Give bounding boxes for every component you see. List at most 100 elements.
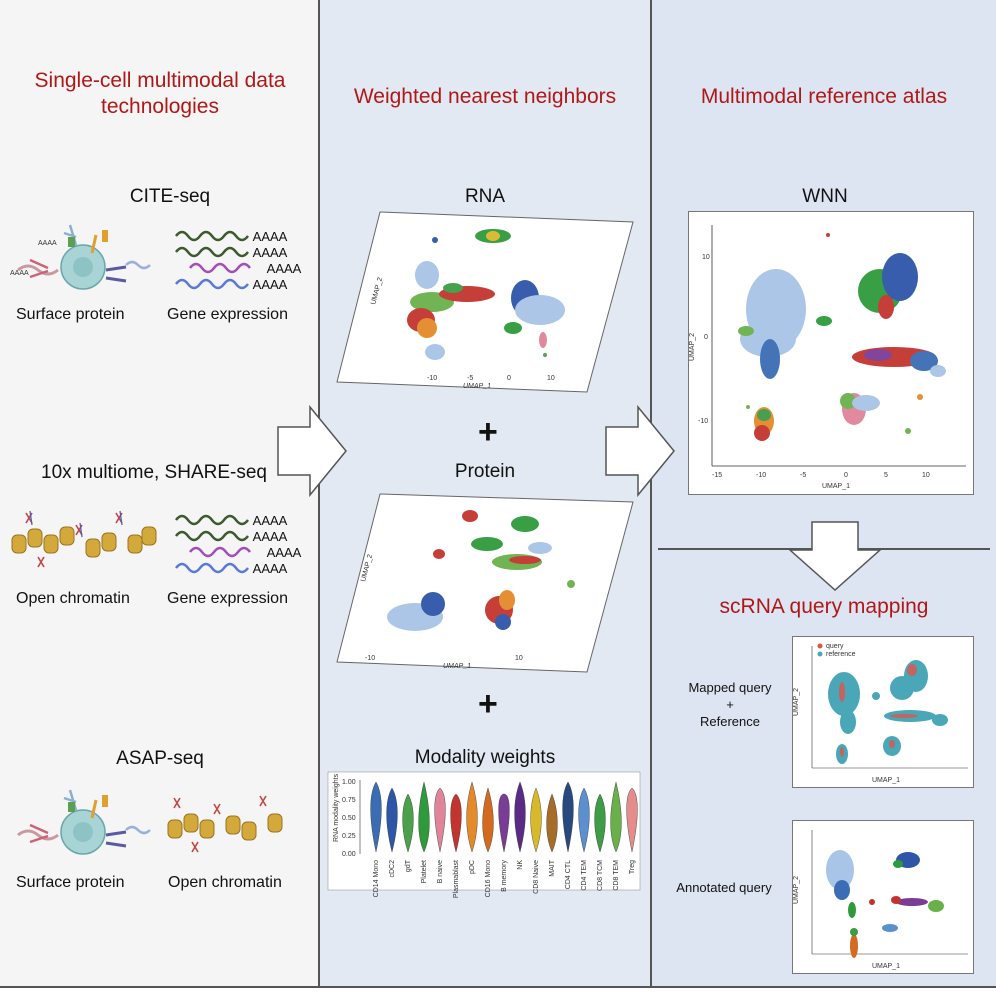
wnn-xtick: -15 (712, 472, 722, 479)
violin-category-label: CD8 Naive (533, 860, 540, 894)
protein-umap-plot: -10 10 UMAP_1 UMAP_2 (336, 493, 634, 673)
open-chromatin-label: Open chromatin (16, 590, 130, 607)
wnn-xtick: 10 (922, 472, 930, 479)
violin-mait (546, 793, 558, 853)
open-chromatin-label: Open chromatin (168, 874, 282, 891)
mrna-transcripts-icon (175, 514, 251, 574)
svg-text:10: 10 (515, 655, 523, 662)
violin-cd8-tcm (594, 793, 606, 853)
wnn-xlabel: UMAP_1 (822, 483, 850, 490)
violin-category-label: CD4 CTL (565, 860, 572, 889)
cell-with-antibodies-icon (17, 789, 151, 855)
svg-text:AAAA: AAAA (10, 270, 29, 277)
arrow-right-icon (277, 404, 347, 498)
mapped-query-panel (792, 636, 974, 788)
atlas-title: Multimodal reference atlas (700, 85, 948, 108)
violin-nk (514, 781, 526, 853)
legend-reference: reference (826, 651, 856, 658)
violin-category-label: B naive (437, 860, 444, 883)
violin-platelet (418, 781, 430, 853)
reference-label: Reference (700, 714, 760, 729)
plus-sign: + (478, 413, 498, 451)
violin-category-label: Treg (629, 860, 636, 874)
violin-category-label: B memory (501, 860, 508, 892)
mapped-plus-label: + (726, 697, 734, 712)
violin-plasmablast (450, 793, 462, 853)
violin-cd8-tem (610, 781, 622, 853)
svg-text:AAAA: AAAA (38, 240, 57, 247)
violin-category-label: gdT (405, 859, 412, 872)
violin-cd8-naive (530, 787, 542, 853)
cell-with-antibodies-icon: AAAA AAAA (10, 224, 151, 290)
polya-tail: AAAA (252, 561, 288, 576)
violin-category-label: CD8 TEM (613, 860, 620, 891)
chromatin-nucleosomes-icon (167, 795, 283, 853)
violin-ytick: 0.75 (342, 797, 356, 804)
violin-ytick: 0.00 (342, 851, 356, 858)
violin-b-memory (498, 793, 510, 853)
mapped-query-label: Mapped query (688, 680, 772, 695)
violin-treg (626, 787, 638, 853)
gene-expression-label: Gene expression (167, 590, 288, 607)
wnn-xtick: -5 (800, 472, 806, 479)
wnn-xtick: 0 (844, 472, 848, 479)
violin-category-label: NK (517, 860, 524, 870)
violin-cd16-mono (482, 787, 494, 853)
wnn-umap-plot: 10 0 -10 -15 -10 -5 0 5 10 UMAP_1 UMAP_2 (689, 225, 966, 490)
violin-ytick: 0.50 (342, 815, 356, 822)
polya-tail: AAAA (252, 245, 288, 260)
mapped-query-plot: query reference UMAP_2 UMAP_1 (793, 643, 968, 784)
violin-category-label: CD14 Mono (373, 860, 380, 897)
svg-text:-10: -10 (365, 655, 375, 662)
violin-category-label: MAIT (549, 859, 556, 876)
svg-text:10: 10 (547, 375, 555, 382)
violin-ytick: 1.00 (342, 779, 356, 786)
violin-ytick: 0.25 (342, 833, 356, 840)
violin-category-label: Platelet (421, 860, 428, 883)
annotated-xlabel: UMAP_1 (872, 963, 900, 970)
wnn-ytick: -10 (698, 418, 708, 425)
surface-protein-label: Surface protein (16, 874, 125, 891)
mrna-transcripts-icon (175, 230, 251, 290)
annotated-query-panel (792, 820, 974, 974)
wnn-xtick: -10 (756, 472, 766, 479)
violin-cd14-mono (370, 781, 382, 853)
technologies-column (0, 0, 318, 986)
modality-weights-label: Modality weights (414, 747, 556, 768)
violin-ylabel: RNA modality weights (333, 773, 340, 842)
protein-label: Protein (454, 461, 516, 482)
violin-gdt (402, 793, 414, 853)
mapped-xlabel: UMAP_1 (872, 777, 900, 784)
polya-tail: AAAA (252, 513, 288, 528)
legend-reference-dot (817, 651, 823, 657)
arrow-right-icon (605, 404, 675, 498)
wnn-label: WNN (802, 186, 848, 207)
query-mapping-title: scRNA query mapping (719, 595, 929, 618)
arrow-down-icon (788, 521, 882, 592)
asap-seq-label: ASAP-seq (116, 748, 204, 769)
violin-category-label: CD16 Mono (485, 860, 492, 897)
violin-cd4-ctl (562, 781, 574, 853)
wnn-ytick: 0 (704, 334, 708, 341)
polya-tail: AAAA (252, 529, 288, 544)
polya-tail: AAAA (252, 277, 288, 292)
protein-umap-xlabel: UMAP_1 (443, 663, 471, 670)
polya-tail: AAAA (252, 229, 288, 244)
violin-category-label: Plasmablast (453, 860, 460, 898)
wnn-ytick: 10 (702, 254, 710, 261)
violin-b-naive (434, 787, 446, 853)
column-divider (318, 0, 320, 986)
svg-text:0: 0 (507, 375, 511, 382)
violin-category-label: CD4 TEM (581, 860, 588, 891)
technologies-title: Single-cell multimodal data technologies (34, 69, 286, 118)
multiome-label: 10x multiome, SHARE-seq (41, 462, 267, 483)
violin-category-label: pDC (469, 860, 476, 874)
annotated-query-plot: UMAP_2 UMAP_1 (793, 830, 968, 970)
annotated-query-label: Annotated query (676, 880, 772, 895)
annotated-ylabel: UMAP_2 (793, 876, 800, 904)
surface-protein-label: Surface protein (16, 306, 125, 323)
wnn-title: Weighted nearest neighbors (353, 85, 617, 108)
polya-tail: AAAA (266, 545, 302, 560)
chromatin-nucleosomes-icon (11, 510, 157, 568)
